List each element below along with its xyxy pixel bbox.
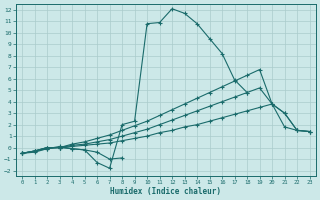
X-axis label: Humidex (Indice chaleur): Humidex (Indice chaleur)	[110, 187, 221, 196]
